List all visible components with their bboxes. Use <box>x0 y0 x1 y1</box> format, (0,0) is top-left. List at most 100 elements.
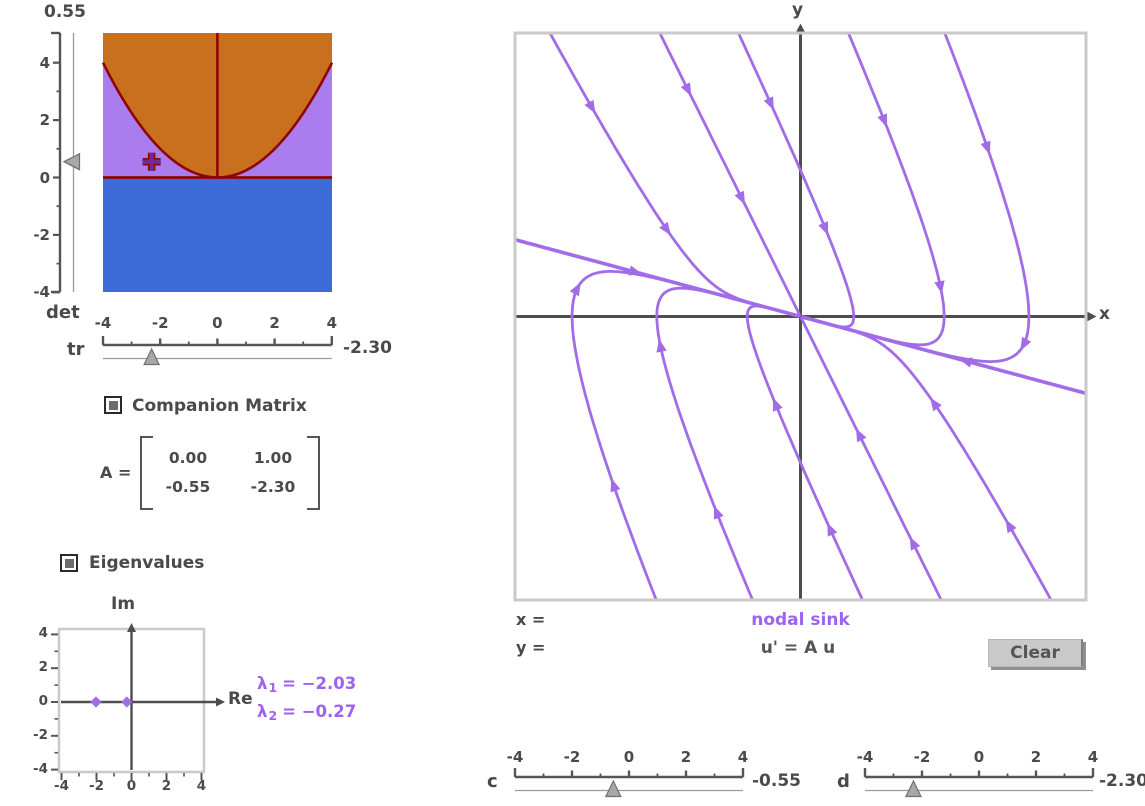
det-slider[interactable] <box>51 31 81 294</box>
clear-button[interactable]: Clear <box>988 639 1083 667</box>
det-slider-thumb[interactable] <box>62 152 81 171</box>
tr-slider-value: -2.30 <box>343 338 392 358</box>
y-coordinate-readout: y = <box>516 638 546 657</box>
trajectory-arrow <box>734 190 746 205</box>
trajectory-arrow <box>628 265 643 276</box>
c-slider-value: -0.55 <box>752 771 801 791</box>
trajectory-arrow <box>656 338 667 353</box>
det-axis-label: det <box>46 302 80 323</box>
tr-slider-tick-label: 4 <box>326 314 338 332</box>
eigen-re-tick-label: 0 <box>126 778 137 794</box>
tr-slider[interactable] <box>101 336 333 366</box>
det-slider-tick-label: -2 <box>33 225 50 244</box>
matrix-right-bracket <box>307 436 320 510</box>
eigen-im-tick-label: -4 <box>33 760 48 777</box>
eigenvalues-label: Eigenvalues <box>89 553 205 573</box>
trajectory <box>570 270 800 599</box>
lambda2-symbol: λ <box>257 702 268 721</box>
c-slider-tick-label: -2 <box>563 748 581 766</box>
c-slider-tick-label: 0 <box>623 748 635 766</box>
phase-y-axis-arrow <box>795 23 806 33</box>
tr-slider-thumb[interactable] <box>143 347 161 366</box>
ode-equation-label: u' = A u <box>760 638 836 658</box>
tr-slider-tick-label: 2 <box>269 314 280 332</box>
det-slider-value: 0.55 <box>44 2 86 22</box>
saddle-region <box>103 177 332 292</box>
d-slider-tick-label: 0 <box>973 748 985 766</box>
d-slider-label: d <box>837 771 850 792</box>
eigenvalue-2-readout: λ2 = −0.27 <box>257 702 357 723</box>
d-slider-value: -2.30 <box>1099 771 1145 791</box>
matrix-cell-d: -2.30 <box>250 478 296 496</box>
d-slider-tick-label: 2 <box>1030 748 1042 766</box>
trajectory-arrow <box>713 505 724 520</box>
phase-plot-frame <box>513 31 1088 602</box>
trajectory-arrow <box>909 536 921 551</box>
eigen-re-tick-label: 2 <box>161 778 172 794</box>
lambda1-symbol: λ <box>257 674 268 693</box>
c-slider-tick-label: -4 <box>506 748 524 766</box>
x-coordinate-readout: x = <box>516 610 546 629</box>
eigenvalues-checkbox[interactable] <box>60 554 78 572</box>
re-axis-arrow <box>216 697 225 707</box>
eigenvalue-1-readout: λ1 = −2.03 <box>257 674 357 695</box>
matrix-cell-b: 1.00 <box>253 449 293 467</box>
re-axis-label: Re <box>228 689 253 709</box>
trajectory-arrow <box>584 99 596 114</box>
eigen-im-tick-label: 0 <box>38 693 48 709</box>
lambda1-value: = −2.03 <box>282 674 357 693</box>
eigenvalue-2-marker <box>121 696 133 708</box>
phase-x-axis-arrow <box>1087 311 1097 322</box>
det-slider-tick-label: 0 <box>39 168 50 187</box>
trajectory-arrow <box>763 96 774 111</box>
d-slider[interactable] <box>863 768 1095 798</box>
lambda2-subscript: 2 <box>268 708 278 723</box>
trajectory-arrow <box>958 357 973 368</box>
trajectory-arrow <box>855 428 867 443</box>
tr-slider-tick-label: 0 <box>212 314 223 332</box>
trajectory-arrow <box>1020 336 1032 351</box>
c-slider-tick-label: 4 <box>737 748 749 766</box>
trajectory <box>516 238 801 318</box>
c-slider-thumb[interactable] <box>604 779 622 798</box>
trajectory <box>548 34 800 318</box>
trajectory-arrow <box>610 478 621 493</box>
trdet-plus-marker[interactable] <box>142 152 161 171</box>
d-slider-tick-label: -4 <box>856 748 874 766</box>
trajectory-arrow <box>818 221 829 236</box>
trajectory-arrow <box>930 397 942 412</box>
c-slider[interactable] <box>513 768 745 798</box>
det-slider-tick-label: -4 <box>33 283 50 302</box>
phase-portrait-plot[interactable] <box>513 23 1097 602</box>
trajectory-arrow <box>877 113 888 128</box>
c-slider-label: c <box>487 771 498 792</box>
trajectory-arrow <box>772 397 783 412</box>
d-slider-thumb[interactable] <box>904 779 922 798</box>
tr-slider-tick-label: -4 <box>94 314 112 332</box>
trajectory-arrow <box>569 282 581 297</box>
tr-slider-tick-label: -2 <box>151 314 169 332</box>
d-slider-tick-label: -2 <box>913 748 931 766</box>
tr-axis-label: tr <box>67 339 85 360</box>
phase-trajectories <box>516 34 1085 599</box>
det-slider-tick-label: 4 <box>39 53 50 72</box>
im-axis-arrow <box>127 623 136 632</box>
trajectory <box>655 286 800 599</box>
trace-determinant-plane[interactable] <box>101 33 334 292</box>
trajectory-arrow <box>934 280 945 295</box>
lambda1-subscript: 1 <box>268 680 278 695</box>
trajectory <box>658 34 801 316</box>
matrix-left-bracket <box>140 436 153 510</box>
im-axis-label: Im <box>111 594 136 614</box>
matrix-cell-a: 0.00 <box>168 449 208 467</box>
companion-matrix-label: Companion Matrix <box>132 396 307 416</box>
lambda2-value: = −0.27 <box>282 702 357 721</box>
eigen-im-tick-label: -2 <box>33 726 48 743</box>
trajectory <box>737 34 856 329</box>
companion-matrix-checkbox[interactable] <box>104 396 122 414</box>
eigen-re-tick-label: 4 <box>196 778 207 794</box>
trajectory <box>800 317 943 599</box>
eigen-im-tick-label: 2 <box>38 659 48 676</box>
trajectory <box>800 315 1085 395</box>
